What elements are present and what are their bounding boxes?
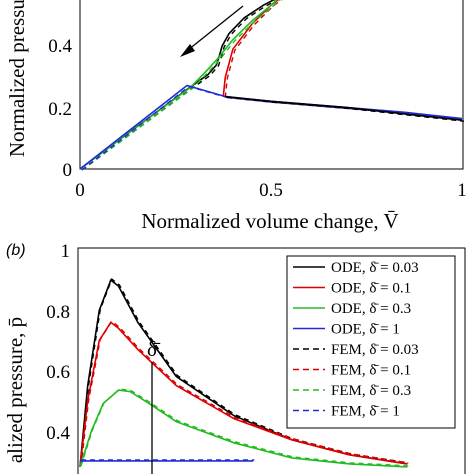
panel-a-arrow <box>180 5 244 57</box>
panel-b-ylabel: alized pressure, p̄ <box>3 317 27 463</box>
panel-a: 0 0.2 0.4 0 0.5 1 Normalized volume chan… <box>5 0 467 233</box>
legend-entry-5: FEM, δ̄ = 0.1 <box>293 363 411 379</box>
legend-label-3: ODE, δ̄ = 1 <box>331 322 400 338</box>
panel-b-ytick-2: 0.6 <box>46 362 70 383</box>
panel-a-series-line-4 <box>225 95 463 121</box>
panel-a-series-line-2 <box>79 0 278 170</box>
legend: ODE, δ̄ = 0.03 ODE, δ̄ = 0.1 ODE, δ̄ = 0.3… <box>286 255 456 429</box>
panel-b-label: (b) <box>6 242 26 259</box>
panel-b-series-fem-line-2 <box>80 388 409 467</box>
panel-b-series <box>79 277 409 468</box>
legend-entry-4: FEM, δ̄ = 0.03 <box>293 342 419 358</box>
panel-b-ytick-1: 0.8 <box>46 302 70 323</box>
legend-label-0: ODE, δ̄ = 0.03 <box>331 260 419 276</box>
legend-label-4: FEM, δ̄ = 0.03 <box>331 342 419 358</box>
legend-entry-3: ODE, δ̄ = 1 <box>293 322 400 338</box>
panel-a-xlabel: Normalized volume change, V̄ <box>141 209 398 233</box>
panel-a-ylabel: Normalized pressure <box>5 0 29 157</box>
legend-label-6: FEM, δ̄ = 0.3 <box>331 383 411 399</box>
legend-label-7: FEM, δ̄ = 1 <box>331 404 400 420</box>
legend-entry-7: FEM, δ̄ = 1 <box>293 404 400 420</box>
delta-label: δ̄ <box>147 337 161 361</box>
panel-b-plot-area <box>77 247 466 474</box>
legend-entry-2: ODE, δ̄ = 0.3 <box>293 301 411 317</box>
legend-entry-1: ODE, δ̄ = 0.1 <box>293 281 411 297</box>
legend-label-5: FEM, δ̄ = 0.1 <box>331 363 411 379</box>
panel-a-xtick-2: 1 <box>457 180 467 201</box>
legend-entry-6: FEM, δ̄ = 0.3 <box>293 383 411 399</box>
panel-a-series-fem-line-3 <box>81 85 465 171</box>
panel-a-ytick-0: 0 <box>63 160 73 181</box>
panel-b-series-fem-line-1 <box>80 320 409 466</box>
legend-label-2: ODE, δ̄ = 0.3 <box>331 301 411 317</box>
panel-a-xtick-0: 0 <box>75 180 85 201</box>
panel-a-series-fem-line-4 <box>227 96 465 122</box>
panel-a-plot-area <box>79 0 464 170</box>
panel-a-series <box>79 0 465 171</box>
panel-b-ytick-0: 1 <box>61 241 71 262</box>
legend-label-1: ODE, δ̄ = 0.1 <box>331 281 411 297</box>
panel-b: (b) δ̄ 1 0.8 0.6 0.4 alized pressure, p̄… <box>3 241 466 474</box>
panel-a-ytick-1: 0.2 <box>48 99 72 120</box>
panel-a-series-fem-line-0 <box>81 0 279 171</box>
legend-box <box>286 255 456 429</box>
panel-a-series-line-0 <box>79 0 276 170</box>
panel-a-xtick-1: 0.5 <box>259 180 283 201</box>
legend-entry-0: ODE, δ̄ = 0.03 <box>293 260 419 276</box>
panel-b-series-line-1 <box>79 321 408 467</box>
legend-items: ODE, δ̄ = 0.03 ODE, δ̄ = 0.1 ODE, δ̄ = 0.3… <box>293 260 419 420</box>
panel-b-ytick-3: 0.4 <box>46 423 70 444</box>
panel-a-ytick-2: 0.4 <box>48 36 72 57</box>
